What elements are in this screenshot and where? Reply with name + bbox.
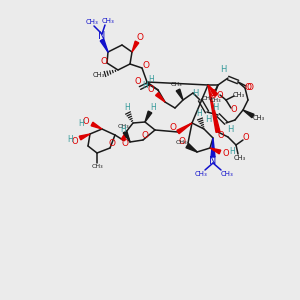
Text: CH₃: CH₃ (220, 171, 233, 177)
Polygon shape (177, 123, 192, 134)
Text: CH₃: CH₃ (201, 97, 213, 101)
Text: O: O (217, 91, 223, 100)
Polygon shape (132, 41, 139, 52)
Polygon shape (91, 122, 102, 129)
Polygon shape (211, 138, 215, 157)
Text: O: O (122, 140, 128, 148)
Text: CH₃: CH₃ (195, 171, 207, 177)
Polygon shape (208, 85, 220, 132)
Text: H: H (220, 65, 226, 74)
Text: O: O (247, 82, 254, 91)
Text: CH₃: CH₃ (91, 164, 103, 169)
Text: O: O (100, 58, 107, 67)
Polygon shape (208, 85, 218, 96)
Text: O: O (211, 91, 217, 100)
Text: N: N (98, 31, 106, 41)
Polygon shape (186, 144, 197, 152)
Text: O: O (169, 124, 176, 133)
Text: O: O (148, 85, 154, 94)
Text: O: O (136, 32, 143, 41)
Text: H: H (192, 88, 198, 98)
Text: O: O (223, 148, 229, 158)
Text: CH₃: CH₃ (253, 115, 265, 121)
Text: H: H (120, 125, 126, 134)
Text: CH₃: CH₃ (170, 82, 182, 86)
Text: H: H (205, 115, 211, 124)
Text: O: O (135, 76, 141, 85)
Text: O: O (142, 130, 148, 140)
Polygon shape (156, 93, 165, 102)
Text: H: H (78, 119, 84, 128)
Text: H: H (229, 146, 235, 155)
Text: CH₃: CH₃ (209, 98, 221, 104)
Text: O: O (218, 131, 224, 140)
Polygon shape (210, 148, 221, 154)
Polygon shape (79, 134, 90, 140)
Text: H: H (142, 80, 148, 89)
Text: H: H (196, 110, 202, 118)
Polygon shape (176, 89, 183, 100)
Polygon shape (121, 132, 126, 141)
Text: H: H (150, 103, 156, 112)
Text: O: O (231, 106, 237, 115)
Text: O: O (109, 139, 116, 148)
Text: O: O (210, 89, 216, 98)
Text: H: H (227, 124, 233, 134)
Text: H: H (67, 134, 73, 143)
Text: CH₃: CH₃ (117, 124, 129, 130)
Text: CH₃: CH₃ (234, 155, 246, 161)
Text: O: O (178, 136, 185, 146)
Text: CH₃: CH₃ (85, 19, 98, 25)
Polygon shape (100, 39, 108, 52)
Polygon shape (243, 110, 254, 118)
Text: O: O (142, 61, 149, 70)
Text: O: O (72, 137, 78, 146)
Text: CH₃: CH₃ (175, 140, 187, 146)
Text: H: H (212, 103, 218, 112)
Polygon shape (123, 131, 130, 142)
Text: H: H (148, 76, 154, 85)
Text: O: O (243, 134, 249, 142)
Polygon shape (145, 111, 152, 122)
Text: O: O (210, 88, 216, 98)
Text: O: O (83, 116, 89, 125)
Text: H: H (124, 103, 130, 112)
Text: N: N (209, 156, 217, 166)
Text: CH₃: CH₃ (102, 18, 114, 24)
Text: CH₃: CH₃ (233, 92, 245, 98)
Text: CH₃: CH₃ (93, 72, 105, 78)
Text: O: O (244, 82, 251, 91)
